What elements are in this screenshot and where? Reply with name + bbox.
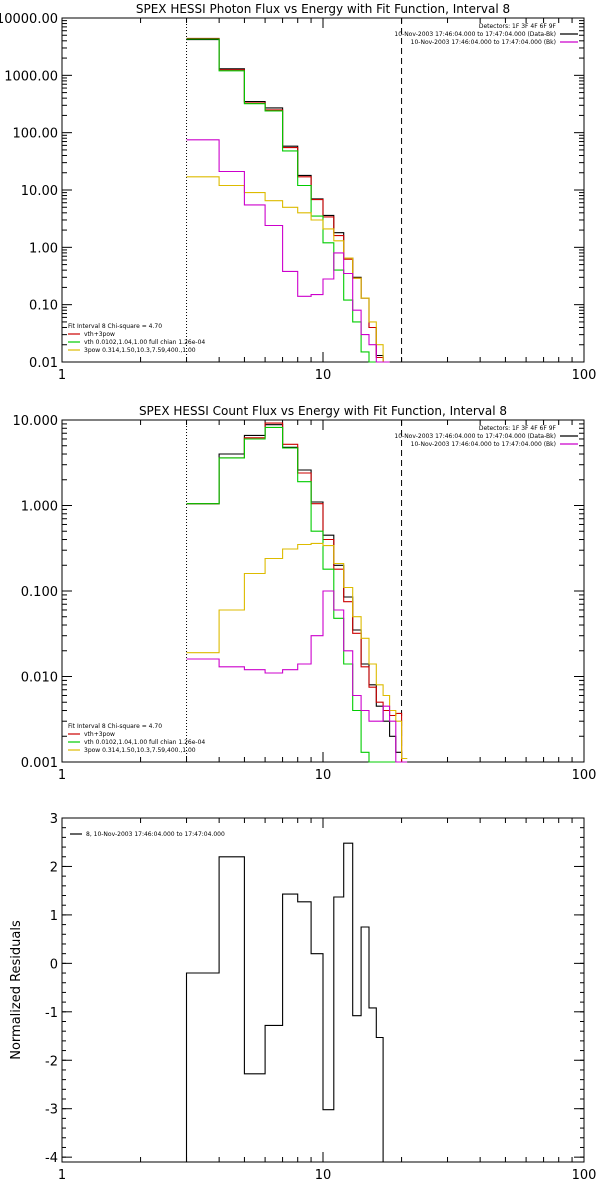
x-tick-label: 100	[572, 368, 597, 383]
legend-text: 10-Nov-2003 17:46:04.000 to 17:47:04.000…	[394, 31, 556, 38]
y-tick-label: 100.00	[13, 127, 59, 142]
residuals-panel: 1 10 100 -4 -3 -2 -1 0 1 2 3 Normalized Residuals 8,…	[9, 812, 596, 1183]
x-tick-label: 10	[315, 1168, 332, 1183]
y-tick-label: 0.01	[29, 356, 58, 371]
series-background-line	[186, 139, 390, 363]
y-tick-label: 0.001	[21, 756, 58, 771]
chart-title: SPEX HESSI Photon Flux vs Energy with Fi…	[136, 2, 510, 16]
legend-text: vth 0.0102,1.04,1.00 full chian 1.26e-04	[84, 739, 205, 746]
count-flux-panel: SPEX HESSI Count Flux vs Energy with Fit…	[13, 404, 597, 783]
y-tick-label: -4	[45, 1151, 58, 1166]
y-axis-label: Normalized Residuals	[9, 920, 24, 1060]
series-background-line	[186, 590, 408, 763]
y-tick-label: 1.00	[29, 241, 58, 256]
y-tick-label: -1	[45, 1006, 58, 1021]
legend-text: 10-Nov-2003 17:46:04.000 to 17:47:04.000…	[411, 441, 556, 448]
legend-text: 3pow 0.314,1.50,10.3,7.59,400.,1.00	[84, 347, 196, 354]
legend-text: 10-Nov-2003 17:46:04.000 to 17:47:04.000…	[411, 39, 556, 46]
legend-text: 8, 10-Nov-2003 17:46:04.000 to 17:47:04.…	[86, 831, 225, 838]
x-tick-label: 1	[58, 1168, 66, 1183]
legend-text: vth 0.0102,1.04,1.00 full chian 1.26e-04	[84, 339, 205, 346]
y-tick-label: 0.010	[21, 671, 58, 686]
y-tick-label: 3	[50, 812, 58, 827]
y-tick-label: 0	[50, 957, 58, 972]
series-thermal-line	[186, 426, 408, 763]
legend-text: 10-Nov-2003 17:46:04.000 to 17:47:04.000…	[394, 433, 556, 440]
legend-text: Fit Interval 8 Chi-square = 4.70	[68, 723, 162, 730]
legend-text: 3pow 0.314,1.50,10.3,7.59,400.,1.00	[84, 747, 196, 754]
legend-text: Detectors: 1F 3F 4F 6F 9F	[479, 425, 557, 432]
photon-flux-panel: SPEX HESSI Photon Flux vs Energy with Fi…	[0, 2, 596, 383]
y-tick-label: 2	[50, 860, 58, 875]
series-thermal-line	[186, 38, 390, 363]
series-powerlaw-line	[186, 176, 390, 363]
x-tick-label: 100	[572, 1168, 597, 1183]
x-tick-label: 10	[315, 768, 332, 783]
series-total-line	[186, 37, 390, 363]
y-tick-label: 10000.00	[0, 12, 58, 27]
y-tick-label: 0.100	[21, 585, 58, 600]
legend-text: vth+3pow	[84, 331, 115, 338]
legend-text: Fit Interval 8 Chi-square = 4.70	[68, 323, 162, 330]
y-tick-label: -2	[45, 1054, 58, 1069]
y-tick-label: 0.10	[29, 299, 58, 314]
y-tick-label: 10.00	[21, 184, 58, 199]
y-tick-label: 10.000	[13, 414, 59, 429]
legend-text: vth+3pow	[84, 731, 115, 738]
x-tick-label: 1	[58, 768, 66, 783]
series-powerlaw-line	[186, 542, 408, 760]
x-tick-label: 100	[572, 768, 597, 783]
legend-text: Detectors: 1F 3F 4F 6F 9F	[479, 23, 557, 30]
x-tick-label: 1	[58, 368, 66, 383]
y-tick-label: 1	[50, 909, 58, 924]
chart-title: SPEX HESSI Count Flux vs Energy with Fit…	[139, 404, 507, 418]
y-tick-label: -3	[45, 1103, 58, 1118]
y-tick-label: 1000.00	[4, 69, 58, 84]
series-residuals-line	[185, 842, 384, 1162]
y-tick-label: 1.000	[21, 500, 58, 515]
plot-frame	[61, 17, 585, 363]
series-data-line	[186, 39, 390, 363]
x-tick-label: 10	[315, 368, 332, 383]
